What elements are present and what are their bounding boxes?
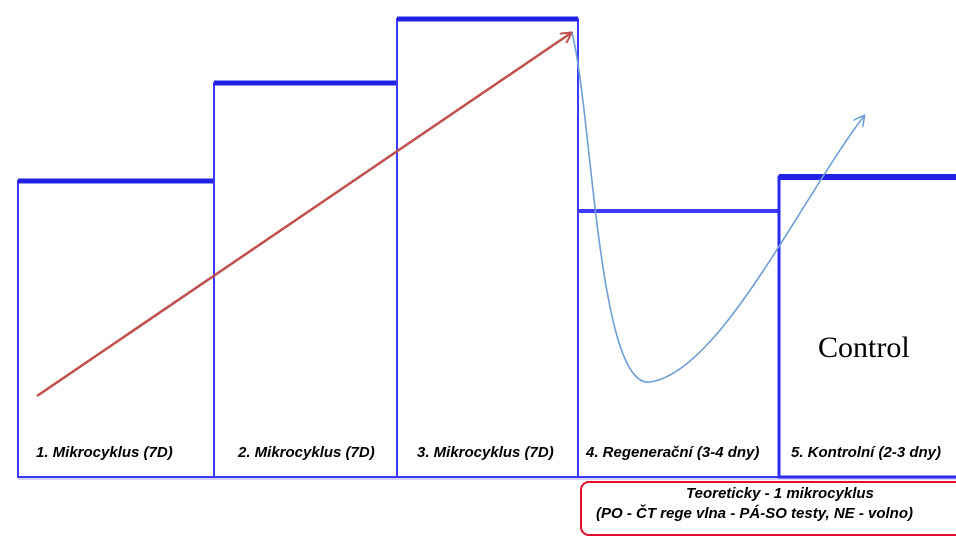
- note-line-2: (PO - ČT rege vlna - PÁ-SO testy, NE - v…: [596, 505, 913, 522]
- microcycle-label-2: 2. Mikrocyklus (7D): [238, 444, 375, 461]
- microcycle-box-2: [213, 82, 398, 478]
- load-trend-arrow: [36, 33, 571, 398]
- microcycle-label-4: 4. Regenerační (3-4 dny): [586, 444, 760, 461]
- microcycle-box-1: [17, 180, 215, 478]
- recovery-curve-arrow: [571, 32, 864, 383]
- microcycle-box-3: [396, 18, 579, 478]
- microcycle-label-1: 1. Mikrocyklus (7D): [36, 444, 173, 461]
- microcycle-label-3: 3. Mikrocyklus (7D): [417, 444, 554, 461]
- control-label: Control: [818, 331, 910, 364]
- microcycle-label-5: 5. Kontrolní (2-3 dny): [791, 444, 941, 461]
- microcycle-box-4: [577, 210, 780, 478]
- note-line-1: Teoreticky - 1 mikrocyklus: [686, 485, 874, 502]
- microcycle-box-5: [777, 175, 956, 479]
- periodization-diagram: [17, 16, 956, 480]
